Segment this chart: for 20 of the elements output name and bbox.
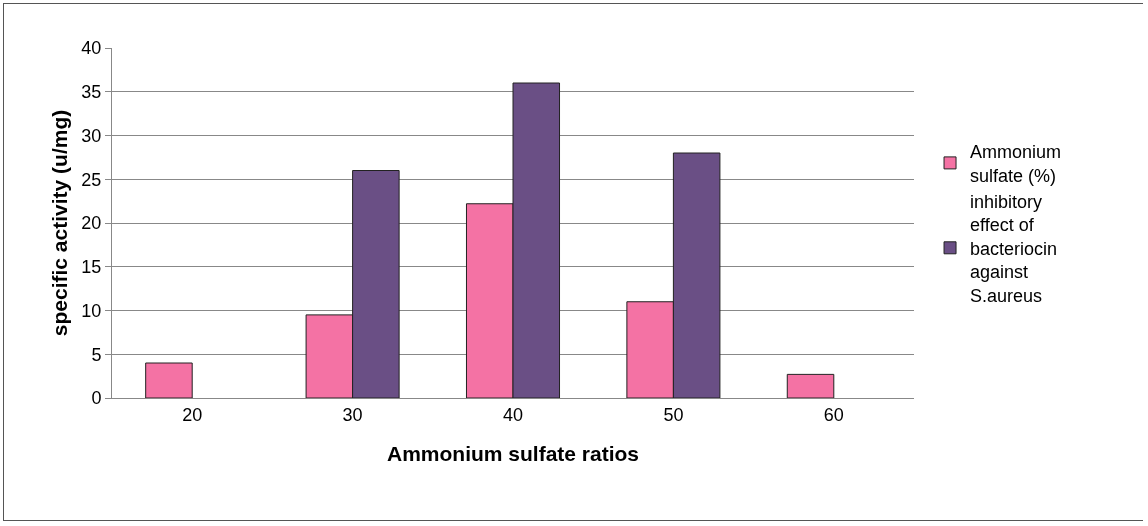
legend-label: inhibitory effect of bacteriocin against S.aureus bbox=[970, 192, 1058, 306]
bar bbox=[786, 373, 835, 398]
y-tick-label: 10 bbox=[81, 300, 102, 321]
y-tick-label: 35 bbox=[81, 82, 102, 103]
x-tick-label: 50 bbox=[663, 404, 684, 425]
x-tick-label: 60 bbox=[823, 404, 844, 425]
x-tick-label: 30 bbox=[342, 404, 363, 425]
y-tick-label: 25 bbox=[81, 169, 102, 190]
y-tick-label: 15 bbox=[81, 257, 102, 278]
bar bbox=[145, 362, 193, 398]
legend-label: Ammonium sulfate (%) bbox=[970, 142, 1062, 186]
y-tick-label: 20 bbox=[81, 213, 102, 234]
y-tick-label: 0 bbox=[91, 388, 102, 409]
x-tick-label: 40 bbox=[502, 404, 524, 425]
y-tick-label: 5 bbox=[91, 344, 102, 365]
y-axis-title: specific activity (u/mg) bbox=[47, 109, 71, 337]
y-tick-label: 40 bbox=[81, 38, 102, 59]
x-tick-label: 20 bbox=[182, 404, 203, 425]
y-tick-label: 30 bbox=[81, 125, 102, 146]
x-axis-title: Ammonium sulfate ratios bbox=[386, 441, 640, 465]
